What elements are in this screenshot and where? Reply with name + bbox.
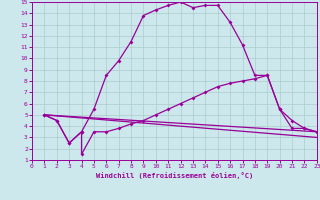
X-axis label: Windchill (Refroidissement éolien,°C): Windchill (Refroidissement éolien,°C) (96, 172, 253, 179)
